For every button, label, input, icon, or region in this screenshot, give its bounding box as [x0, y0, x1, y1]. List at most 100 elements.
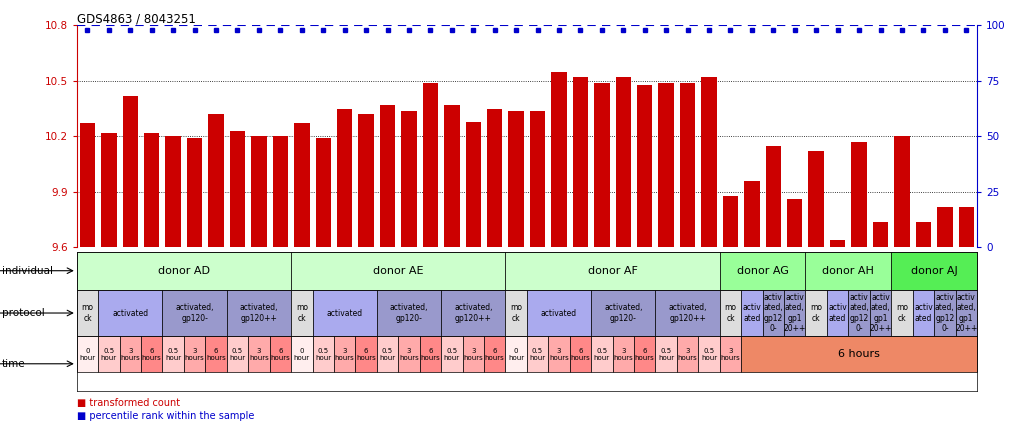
Text: activ
ated,
gp12
0-: activ ated, gp12 0-	[849, 293, 869, 333]
Text: 6
hours: 6 hours	[270, 348, 291, 361]
Text: activ
ated: activ ated	[914, 303, 933, 323]
Text: activ
ated,
gp1
20++: activ ated, gp1 20++	[784, 293, 806, 333]
Text: 0
hour: 0 hour	[80, 348, 95, 361]
Bar	[805, 252, 891, 290]
Text: activated,
gp120++: activated, gp120++	[239, 303, 278, 323]
Bar	[312, 290, 376, 336]
Text: activ
ated,
gp1
20++: activ ated, gp1 20++	[870, 293, 892, 333]
Bar	[637, 85, 653, 247]
Text: activated: activated	[326, 308, 363, 318]
Text: activated,
gp120-: activated, gp120-	[604, 303, 642, 323]
Bar	[894, 137, 909, 247]
Text: activ
ated: activ ated	[829, 303, 847, 323]
Bar	[656, 290, 720, 336]
Bar	[702, 77, 717, 247]
Bar	[273, 137, 288, 247]
Text: activated,
gp120++: activated, gp120++	[668, 303, 707, 323]
Bar	[141, 336, 163, 372]
Bar	[808, 151, 824, 247]
Bar	[380, 105, 395, 247]
Bar	[77, 336, 98, 372]
Bar	[508, 110, 524, 247]
Bar	[551, 71, 567, 247]
Bar	[591, 290, 656, 336]
Bar	[677, 336, 699, 372]
Text: 3
hours: 3 hours	[335, 348, 355, 361]
Bar	[848, 290, 870, 336]
Bar	[487, 109, 502, 247]
Bar	[230, 131, 246, 247]
Text: mo
ck: mo ck	[510, 303, 522, 323]
Text: activated,
gp120-: activated, gp120-	[390, 303, 429, 323]
Text: 0
hour: 0 hour	[508, 348, 524, 361]
Text: 3
hours: 3 hours	[463, 348, 483, 361]
Text: 6
hours: 6 hours	[420, 348, 440, 361]
Bar	[465, 122, 481, 247]
Bar	[699, 336, 720, 372]
Text: 0.5
hour: 0.5 hour	[658, 348, 674, 361]
Bar	[292, 252, 505, 290]
Bar	[337, 109, 352, 247]
Text: donor AG: donor AG	[737, 266, 789, 276]
Text: protocol: protocol	[2, 308, 45, 318]
Bar	[742, 336, 977, 372]
Bar	[723, 195, 739, 247]
Bar	[527, 336, 548, 372]
Text: 0.5
hour: 0.5 hour	[101, 348, 117, 361]
Bar	[720, 290, 742, 336]
Text: 6
hours: 6 hours	[356, 348, 376, 361]
Bar	[616, 77, 631, 247]
Bar	[937, 207, 952, 247]
Bar	[401, 110, 416, 247]
Bar	[441, 336, 462, 372]
Bar	[720, 336, 742, 372]
Bar	[187, 138, 203, 247]
Bar	[505, 290, 527, 336]
Bar	[441, 290, 505, 336]
Text: individual: individual	[2, 266, 53, 276]
Text: 6
hours: 6 hours	[207, 348, 226, 361]
Text: 3
hours: 3 hours	[720, 348, 741, 361]
Bar	[805, 290, 827, 336]
Text: ■ percentile rank within the sample: ■ percentile rank within the sample	[77, 412, 254, 421]
Bar	[77, 252, 292, 290]
Bar	[634, 336, 656, 372]
Bar	[209, 114, 224, 247]
Bar	[252, 137, 267, 247]
Bar	[292, 290, 312, 336]
Bar	[891, 290, 913, 336]
Bar	[870, 290, 891, 336]
Text: mo
ck: mo ck	[296, 303, 308, 323]
Text: 3
hours: 3 hours	[677, 348, 698, 361]
Text: donor AF: donor AF	[587, 266, 637, 276]
Bar	[720, 252, 805, 290]
Text: time: time	[2, 359, 26, 369]
Bar	[120, 336, 141, 372]
Bar	[315, 138, 330, 247]
Bar	[358, 114, 373, 247]
Bar	[294, 124, 310, 247]
Bar	[873, 222, 888, 247]
Bar	[163, 290, 227, 336]
Bar	[573, 77, 588, 247]
Text: 0.5
hour: 0.5 hour	[165, 348, 181, 361]
Bar	[591, 336, 613, 372]
Bar	[166, 137, 181, 247]
Text: 3
hours: 3 hours	[614, 348, 633, 361]
Bar	[656, 336, 677, 372]
Text: 3
hours: 3 hours	[549, 348, 569, 361]
Text: donor AE: donor AE	[373, 266, 424, 276]
Bar	[784, 290, 805, 336]
Text: mo
ck: mo ck	[724, 303, 737, 323]
Text: activated,
gp120++: activated, gp120++	[454, 303, 492, 323]
Bar	[249, 336, 270, 372]
Text: 0.5
hour: 0.5 hour	[315, 348, 331, 361]
Bar	[744, 181, 760, 247]
Bar	[227, 336, 249, 372]
Text: 6
hours: 6 hours	[485, 348, 504, 361]
Text: donor AH: donor AH	[822, 266, 875, 276]
Bar	[916, 222, 931, 247]
Bar	[594, 83, 610, 247]
Text: 0.5
hour: 0.5 hour	[380, 348, 396, 361]
Text: activ
ated,
gp12
0-: activ ated, gp12 0-	[935, 293, 954, 333]
